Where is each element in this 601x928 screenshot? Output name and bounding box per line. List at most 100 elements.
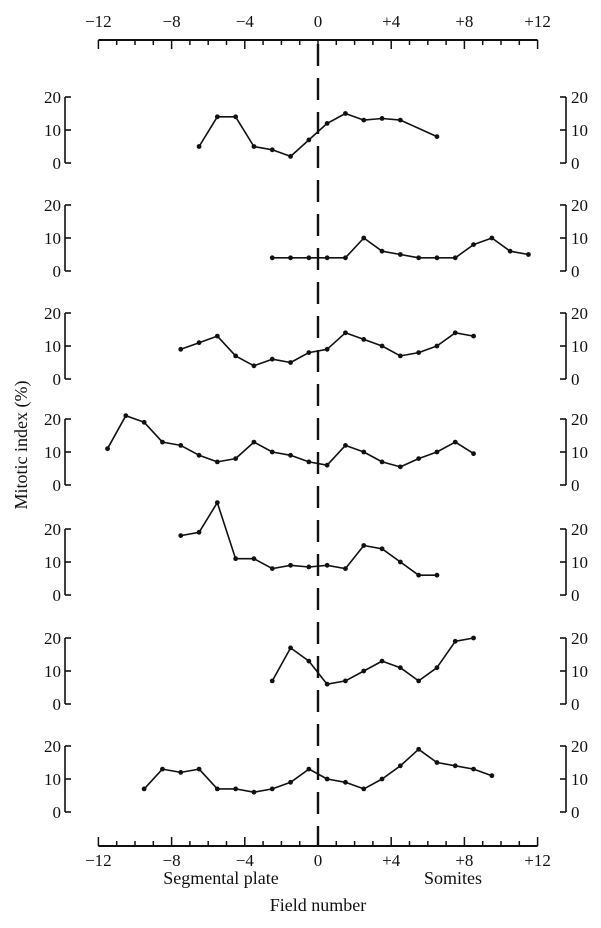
data-point <box>416 456 422 461</box>
series-line <box>143 748 493 794</box>
bottom-x-tick-label: −12 <box>85 851 112 870</box>
data-point <box>379 343 385 349</box>
data-point <box>251 439 257 445</box>
top-x-tick-label: −4 <box>236 12 255 31</box>
data-point <box>324 346 330 352</box>
data-point <box>196 766 202 772</box>
panel: 0 10 20 0 10 20 <box>44 410 588 495</box>
left-y-tick-label: 10 <box>44 770 61 789</box>
data-point <box>306 766 312 772</box>
data-point <box>196 340 202 346</box>
left-y-tick-label: 20 <box>44 304 61 323</box>
right-y-tick-label: 20 <box>571 410 588 429</box>
data-point <box>160 439 165 445</box>
left-y-tick-label: 0 <box>53 586 62 605</box>
data-point <box>196 144 202 149</box>
data-point <box>251 144 257 149</box>
data-point <box>452 439 458 445</box>
right-y-tick-label: 10 <box>571 553 588 572</box>
somites-label: Somites <box>424 868 482 888</box>
data-point <box>434 760 440 765</box>
data-point <box>397 353 403 359</box>
data-point <box>288 452 293 458</box>
data-point <box>343 330 348 336</box>
data-point <box>123 413 129 419</box>
data-point <box>471 451 476 457</box>
bottom-x-tick-label: +4 <box>382 851 401 870</box>
right-y-tick-label: 0 <box>571 154 580 173</box>
data-point <box>324 121 330 126</box>
data-point <box>105 446 110 452</box>
data-point <box>141 419 147 425</box>
data-point <box>361 235 367 241</box>
data-point <box>306 255 312 261</box>
bottom-x-tick-label: +12 <box>524 851 551 870</box>
data-point <box>379 248 385 254</box>
data-point <box>269 356 275 362</box>
left-y-tick-label: 10 <box>44 229 61 248</box>
right-y-tick-label: 10 <box>571 443 588 462</box>
data-point <box>288 779 293 785</box>
x-axis-label: Field number <box>270 895 367 915</box>
data-point <box>306 459 312 465</box>
left-y-tick-label: 20 <box>44 520 61 539</box>
data-point <box>361 543 367 548</box>
data-point <box>269 566 275 571</box>
data-point <box>416 678 422 684</box>
data-point <box>489 773 495 779</box>
bottom-x-tick-label: 0 <box>314 851 323 870</box>
data-point <box>452 255 458 261</box>
panel: 0 10 20 0 10 20 <box>44 737 588 822</box>
right-y-tick-label: 0 <box>571 476 580 495</box>
data-point <box>288 154 293 159</box>
data-point <box>343 255 348 261</box>
panel: 0 10 20 0 10 20 <box>44 88 588 173</box>
data-point <box>361 449 367 455</box>
data-point <box>233 114 239 120</box>
right-y-tick-label: 0 <box>571 586 580 605</box>
left-y-tick-label: 20 <box>44 410 61 429</box>
left-y-tick-label: 10 <box>44 553 61 572</box>
data-point <box>452 763 458 769</box>
right-y-tick-label: 20 <box>571 520 588 539</box>
data-point <box>397 763 403 769</box>
data-point <box>416 746 422 752</box>
top-x-tick-label: +8 <box>455 12 473 31</box>
top-x-tick-label: +12 <box>524 12 551 31</box>
data-point <box>397 665 403 671</box>
top-x-tick-label: +4 <box>382 12 401 31</box>
segmental-plate-label: Segmental plate <box>163 868 278 888</box>
data-point <box>379 459 385 465</box>
data-point <box>324 681 330 687</box>
data-point <box>343 566 348 571</box>
data-point <box>214 333 220 339</box>
series-line <box>271 637 474 686</box>
data-point <box>269 255 275 261</box>
right-y-tick-label: 0 <box>571 262 580 281</box>
right-y-tick-label: 20 <box>571 88 588 107</box>
top-x-tick-label: −12 <box>85 12 112 31</box>
data-point <box>343 779 348 785</box>
data-point <box>471 635 476 641</box>
data-point <box>397 117 403 123</box>
right-y-tick-label: 20 <box>571 304 588 323</box>
data-point <box>397 252 403 257</box>
left-y-tick-label: 0 <box>53 154 62 173</box>
top-x-tick-label: 0 <box>314 12 323 31</box>
data-point <box>306 137 312 143</box>
left-y-tick-label: 20 <box>44 196 61 215</box>
right-y-tick-label: 20 <box>571 629 588 648</box>
left-y-tick-label: 20 <box>44 737 61 756</box>
right-y-tick-label: 0 <box>571 803 580 822</box>
data-point <box>233 353 239 359</box>
data-point <box>343 678 348 684</box>
data-point <box>343 111 348 116</box>
data-point <box>288 255 293 261</box>
right-y-tick-label: 0 <box>571 695 580 714</box>
data-point <box>416 572 422 578</box>
data-point <box>288 645 293 651</box>
data-point <box>160 766 165 772</box>
left-y-tick-label: 0 <box>53 370 62 389</box>
data-point <box>141 786 147 792</box>
